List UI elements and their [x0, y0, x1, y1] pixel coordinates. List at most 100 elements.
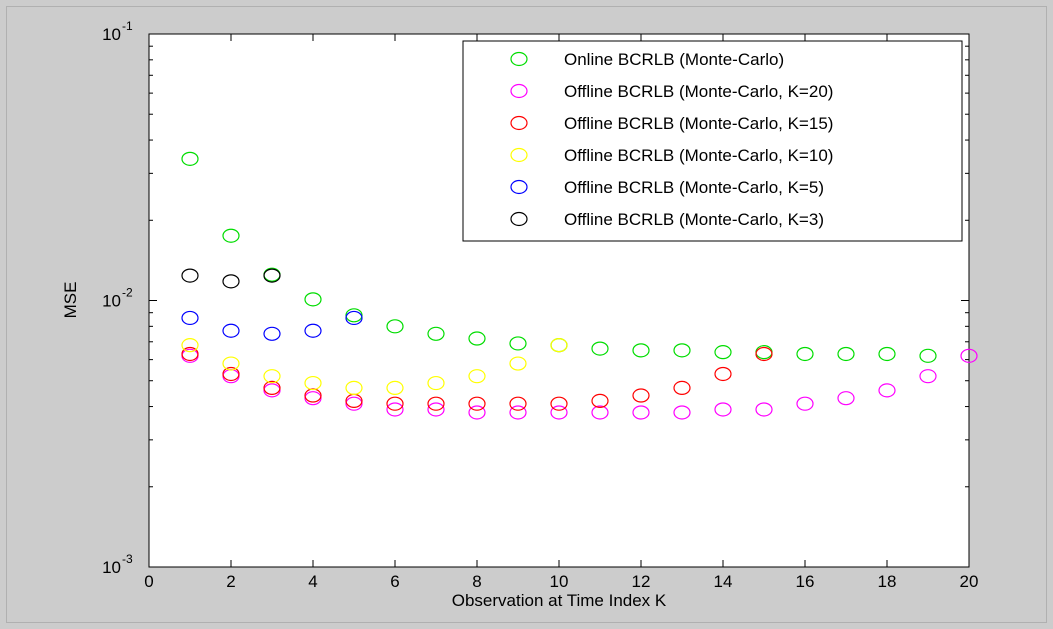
data-point — [427, 326, 445, 341]
data-point — [304, 375, 322, 391]
data-point — [714, 345, 732, 360]
legend-entry-label: Offline BCRLB (Monte-Carlo, K=3) — [564, 210, 824, 229]
data-point — [509, 396, 527, 411]
y-tick-base: 10 — [102, 25, 121, 44]
x-tick-label: 0 — [144, 572, 153, 591]
data-point — [550, 405, 568, 420]
data-point — [345, 380, 363, 395]
data-point — [222, 228, 240, 243]
data-point — [509, 356, 527, 371]
y-tick-labels: 10-310-210-1 — [102, 19, 133, 577]
data-point — [427, 402, 445, 417]
data-point — [632, 405, 650, 420]
data-point — [263, 268, 281, 283]
data-markers — [181, 151, 978, 420]
data-point — [919, 348, 937, 363]
legend-entry-label: Offline BCRLB (Monte-Carlo, K=15) — [564, 114, 833, 133]
x-tick-label: 20 — [960, 572, 979, 591]
legend-marker — [510, 179, 528, 195]
legend-entry-label: Online BCRLB (Monte-Carlo) — [564, 50, 784, 69]
data-point — [345, 310, 363, 326]
data-point — [345, 396, 363, 411]
legend-marker — [510, 147, 528, 163]
y-tick-exponent: -3 — [122, 552, 133, 566]
data-point — [468, 331, 486, 346]
x-axis-label: Observation at Time Index K — [452, 591, 667, 610]
y-tick-label: 10 -1 — [102, 19, 133, 44]
data-point — [263, 380, 281, 395]
legend-marker — [510, 211, 528, 227]
data-point — [714, 402, 732, 417]
data-point — [878, 346, 896, 362]
data-point — [755, 402, 773, 417]
data-point — [468, 369, 486, 384]
data-point — [673, 380, 691, 395]
legend-marker — [510, 83, 528, 99]
x-tick-label: 10 — [550, 572, 569, 591]
series-markers — [181, 338, 568, 395]
x-tick-label: 4 — [308, 572, 317, 591]
y-tick-label: 10 -3 — [102, 552, 133, 577]
data-point — [386, 402, 404, 417]
data-point — [550, 338, 568, 353]
data-point — [591, 405, 609, 420]
series-markers — [181, 310, 363, 341]
legend-marker — [510, 115, 528, 131]
data-point — [222, 356, 240, 371]
data-point — [427, 396, 445, 411]
data-point — [796, 346, 814, 362]
data-point — [714, 366, 732, 382]
data-point — [304, 292, 322, 307]
legend-entry-label: Offline BCRLB (Monte-Carlo, K=10) — [564, 146, 833, 165]
data-point — [878, 383, 896, 398]
data-point — [632, 343, 650, 358]
data-point — [837, 391, 855, 406]
data-point — [427, 375, 445, 391]
data-point — [591, 393, 609, 409]
data-point — [468, 405, 486, 420]
data-point — [796, 396, 814, 411]
data-point — [181, 151, 199, 166]
data-point — [837, 346, 855, 362]
data-point — [181, 346, 199, 362]
data-point — [509, 336, 527, 351]
x-tick-label: 12 — [632, 572, 651, 591]
data-point — [304, 323, 322, 338]
figure-window: 0 2 4 6 8 10 12 14 16 18 20 10 -3 10 -2 10 -1 Observati… — [6, 6, 1047, 623]
data-point — [673, 343, 691, 358]
x-tick-labels: 0 2 4 6 8 10 12 14 16 18 20 — [144, 572, 978, 591]
data-point — [263, 369, 281, 384]
data-point — [222, 323, 240, 338]
legend-entry-label: Offline BCRLB (Monte-Carlo, K=5) — [564, 178, 824, 197]
legend: Online BCRLB (Monte-Carlo) Offline BCRLB … — [462, 40, 963, 242]
data-point — [960, 348, 978, 363]
x-tick-label: 6 — [390, 572, 399, 591]
data-point — [386, 396, 404, 411]
y-tick-base: 10 — [102, 558, 121, 577]
axis-ticks — [148, 33, 970, 568]
data-point — [755, 346, 773, 362]
data-point — [468, 396, 486, 411]
data-point — [181, 268, 199, 283]
data-point — [222, 366, 240, 382]
x-tick-label: 8 — [472, 572, 481, 591]
data-point — [509, 405, 527, 420]
data-point — [386, 319, 404, 334]
y-tick-exponent: -1 — [122, 19, 133, 33]
x-tick-label: 16 — [796, 572, 815, 591]
data-point — [222, 274, 240, 289]
data-point — [550, 396, 568, 411]
y-tick-label: 10 -2 — [102, 286, 133, 311]
legend-box — [462, 40, 963, 242]
data-point — [181, 338, 199, 353]
y-axis-label: MSE — [61, 282, 80, 319]
legend-marker — [510, 51, 528, 67]
data-point — [181, 310, 199, 326]
x-tick-label: 14 — [714, 572, 733, 591]
series-markers — [181, 268, 281, 289]
x-tick-label: 18 — [878, 572, 897, 591]
mse-scatter-chart: 0 2 4 6 8 10 12 14 16 18 20 10-310-210-1 Observati… — [61, 19, 978, 610]
data-point — [632, 388, 650, 403]
y-tick-base: 10 — [102, 292, 121, 311]
data-point — [386, 380, 404, 395]
